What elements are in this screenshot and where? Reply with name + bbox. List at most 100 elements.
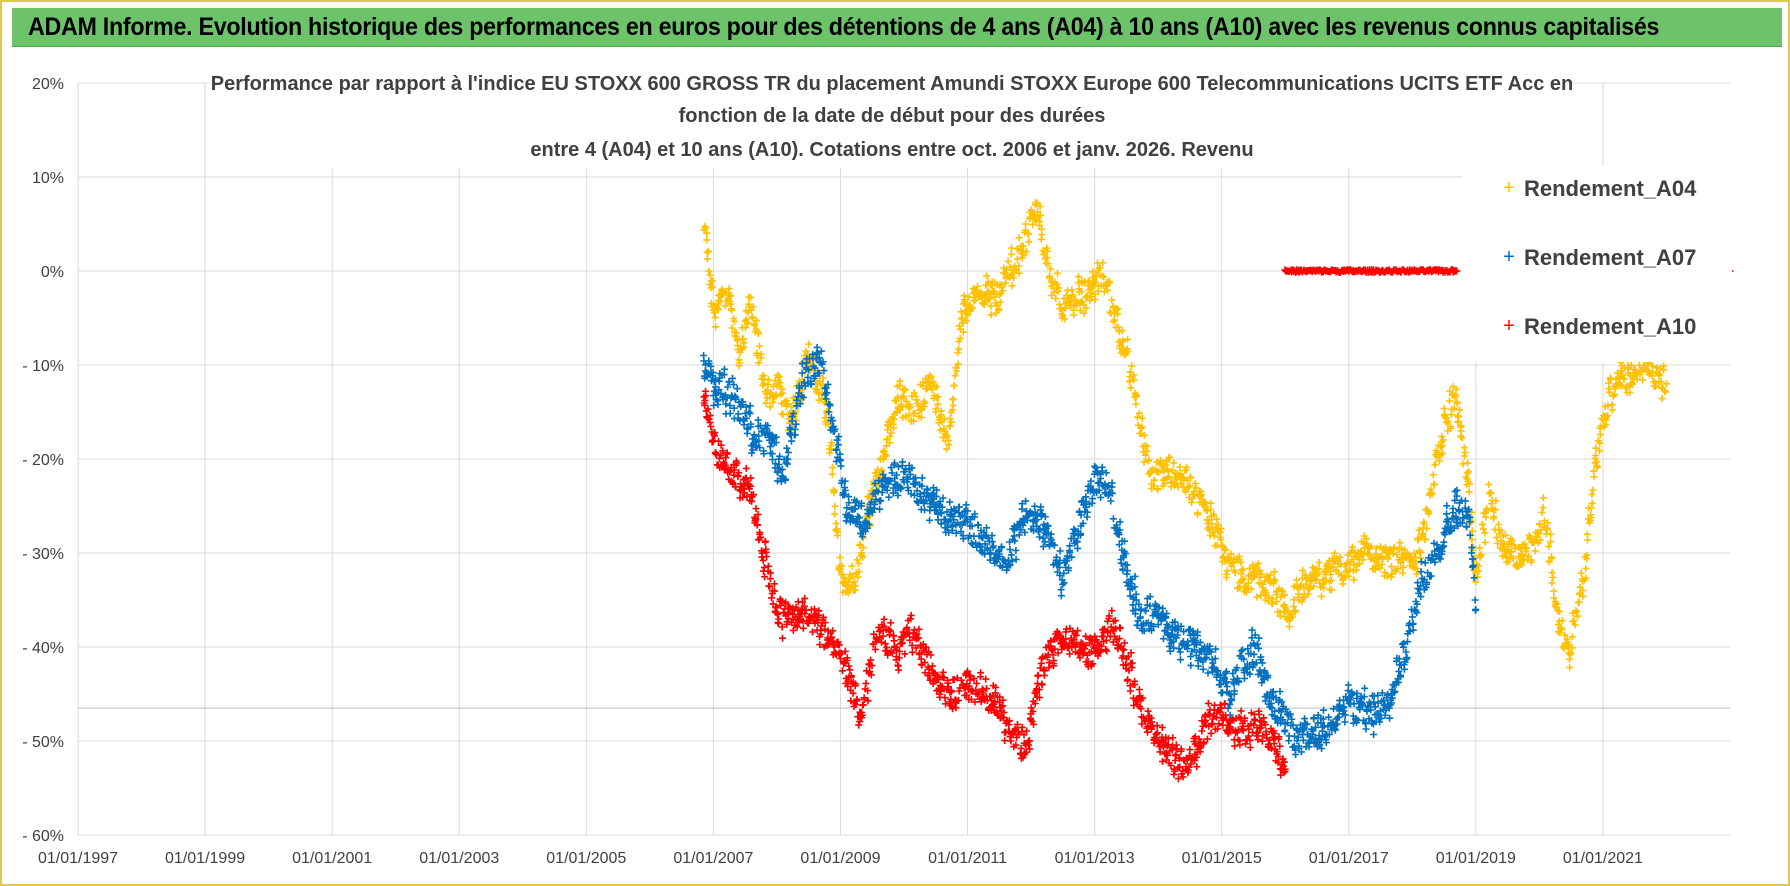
point-rendement-a04 [1076, 307, 1084, 314]
point-rendement-a04 [728, 306, 736, 314]
point-rendement-a04 [784, 400, 792, 408]
point-rendement-a04 [712, 323, 720, 331]
point-rendement-a04 [778, 410, 786, 418]
point-rendement-a04 [1617, 382, 1624, 390]
point-rendement-a04 [981, 294, 989, 301]
point-rendement-a10 [1198, 727, 1206, 735]
point-rendement-a04 [775, 373, 783, 381]
point-rendement-a04 [1140, 458, 1148, 466]
point-rendement-a04 [1350, 576, 1358, 584]
chart-title-line-2: fonction de la date de début pour des du… [679, 105, 1106, 127]
point-rendement-a04 [1588, 499, 1596, 507]
point-rendement-a10 [859, 701, 867, 709]
point-rendement-a04 [703, 236, 711, 244]
point-rendement-a04 [963, 306, 971, 314]
point-rendement-a04 [1652, 383, 1660, 391]
point-rendement-a07 [1012, 555, 1020, 563]
point-rendement-a04 [1150, 476, 1158, 484]
point-rendement-a04 [1452, 385, 1460, 393]
y-tick-label: 20% [32, 76, 64, 93]
point-rendement-a10 [1082, 632, 1090, 640]
point-rendement-a07 [1341, 718, 1349, 726]
point-rendement-a04 [1468, 536, 1476, 544]
point-rendement-a10 [1186, 746, 1194, 754]
point-rendement-a04 [1482, 513, 1490, 521]
point-rendement-a04 [1133, 392, 1140, 400]
point-rendement-a04 [886, 439, 894, 447]
point-rendement-a04 [1425, 510, 1433, 518]
point-rendement-a04 [1264, 593, 1272, 601]
point-rendement-a04 [848, 562, 856, 570]
point-rendement-a07 [1006, 546, 1014, 553]
point-rendement-a04 [1022, 220, 1030, 228]
point-rendement-a04 [962, 317, 970, 325]
point-rendement-a04 [896, 377, 904, 385]
point-rendement-a04 [1582, 564, 1590, 572]
point-rendement-a04 [1315, 559, 1323, 566]
point-rendement-a04 [753, 317, 761, 325]
point-rendement-a04 [1584, 536, 1592, 544]
point-rendement-a04 [1141, 431, 1148, 439]
point-rendement-a04 [762, 399, 770, 407]
x-tick-label: 01/01/2015 [1182, 850, 1262, 867]
point-rendement-a04 [1082, 304, 1090, 312]
point-rendement-a04 [1046, 265, 1054, 273]
point-rendement-a04 [1145, 456, 1153, 464]
point-rendement-a04 [766, 403, 774, 411]
point-rendement-a04 [1567, 649, 1575, 657]
point-rendement-a04 [1068, 286, 1076, 294]
x-tick-label: 01/01/2017 [1309, 850, 1389, 867]
point-rendement-a04 [885, 422, 892, 430]
point-rendement-a07 [783, 444, 791, 452]
point-rendement-a04 [1223, 567, 1231, 575]
point-rendement-a04 [890, 424, 897, 432]
point-rendement-a04 [732, 329, 740, 337]
point-rendement-a04 [1055, 284, 1063, 292]
x-tick-label: 01/01/2013 [1055, 850, 1135, 867]
point-rendement-a07 [918, 474, 926, 482]
point-rendement-a04 [1460, 444, 1468, 452]
point-rendement-a10 [1239, 727, 1247, 735]
point-rendement-a04 [1549, 574, 1557, 581]
point-rendement-a04 [1015, 269, 1023, 277]
point-rendement-a04 [1558, 624, 1566, 632]
x-tick-label: 01/01/2021 [1563, 850, 1643, 867]
point-rendement-a07 [1361, 684, 1369, 692]
point-rendement-a04 [1575, 598, 1583, 606]
point-rendement-a04 [703, 255, 711, 263]
point-rendement-a04 [1315, 565, 1323, 573]
point-rendement-a04 [1066, 298, 1074, 306]
point-rendement-a04 [826, 449, 834, 457]
point-rendement-a07 [1057, 592, 1065, 600]
point-rendement-a04 [1270, 568, 1278, 576]
point-rendement-a04 [1439, 436, 1447, 444]
point-rendement-a04 [859, 544, 867, 552]
point-rendement-a04 [1124, 335, 1132, 343]
point-rendement-a04 [1502, 531, 1509, 539]
point-rendement-a04 [1134, 413, 1141, 421]
point-rendement-a10 [763, 553, 771, 560]
point-rendement-a04 [1362, 535, 1370, 543]
point-rendement-a04 [1198, 491, 1205, 499]
point-rendement-a04 [1639, 376, 1647, 384]
point-rendement-a07 [1363, 707, 1371, 715]
point-rendement-a04 [987, 311, 995, 319]
point-rendement-a04 [1285, 623, 1293, 631]
point-rendement-a04 [834, 528, 842, 536]
point-rendement-a04 [1435, 457, 1443, 465]
point-rendement-a04 [830, 487, 838, 495]
point-rendement-a04 [850, 578, 858, 586]
point-rendement-a04 [1033, 199, 1041, 207]
point-rendement-a04 [1278, 587, 1286, 595]
point-rendement-a04 [950, 381, 958, 389]
point-rendement-a04 [1430, 481, 1438, 489]
point-rendement-a04 [1143, 442, 1151, 450]
point-rendement-a04 [1568, 644, 1576, 652]
point-rendement-a04 [1291, 608, 1299, 616]
point-rendement-a04 [1521, 540, 1529, 548]
point-rendement-a07 [926, 516, 934, 524]
point-rendement-a04 [1092, 278, 1100, 286]
point-rendement-a04 [1046, 272, 1054, 280]
point-rendement-a04 [1130, 376, 1138, 384]
point-rendement-a10 [1103, 647, 1111, 655]
